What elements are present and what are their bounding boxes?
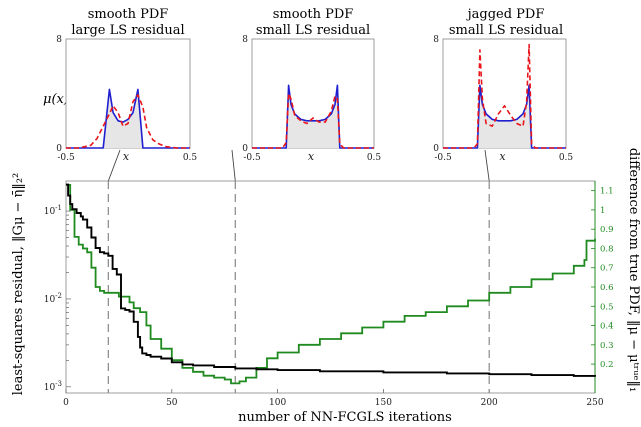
inset-ytick-label: 0 [433, 144, 439, 154]
main-ylabel-right: difference from true PDF, ‖μ − μᵗʳᵘᵉ‖₁ [626, 148, 641, 392]
inset-ytick-label: 8 [433, 35, 439, 45]
inset-xtick-label: -0.5 [434, 153, 452, 163]
inset-ytick-label: 8 [56, 35, 62, 45]
main-xlabel: number of NN-FCGLS iterations [238, 410, 452, 425]
inset-shaded-area [443, 85, 566, 148]
main-xtick-label: 50 [166, 398, 178, 408]
inset-1-title-line1: smooth PDF [88, 7, 169, 22]
main-ytick-right-label: 0.5 [600, 302, 614, 312]
main-xtick-label: 100 [269, 398, 286, 408]
main-plot: 0 50 100 150 200 250 10-3 10-2 10-1 0.2 0.3 0.4 0.5 0… [44, 180, 614, 408]
inset-true-pdf-line [66, 88, 190, 149]
main-ytick-right-label: 0.3 [600, 341, 614, 351]
main-xtick-label: 0 [63, 398, 69, 408]
inset-xtick-label: -0.5 [243, 153, 261, 163]
inset-ytick-label: 0 [242, 144, 248, 154]
inset-shaded-area [252, 85, 374, 148]
inset-shaded-area [66, 89, 190, 148]
inset-2: -0.5 0.5 0 8 x [242, 35, 381, 163]
main-xtick-label: 200 [481, 398, 498, 408]
main-ytick-right-label: 1 [600, 206, 605, 216]
main-ytick-right-label: 0.6 [600, 283, 614, 293]
inset-panels: -0.5 0.5 0 8 x -0.5 0.5 0 8 x -0.5 0.5 0 8 x [56, 35, 573, 163]
main-ytick-right-label: 0.4 [600, 322, 614, 332]
main-ytick-right-label: 1.1 [600, 187, 614, 197]
inset-ytick-label: 0 [56, 144, 62, 154]
connector-line [231, 149, 236, 182]
inset-xtick-label: 0.5 [367, 153, 382, 163]
inset-xtick-label: 0.5 [559, 153, 574, 163]
main-ytick-right-label: 0.9 [600, 225, 614, 235]
main-ytick-right-label: 0.7 [600, 264, 614, 274]
inset-xtick-label: -0.5 [57, 153, 75, 163]
connector-line [107, 149, 121, 182]
inset-3-title-line2: small LS residual [449, 23, 563, 38]
inset-xlabel: x [308, 150, 315, 163]
inset-xlabel: x [499, 150, 506, 163]
inset-xlabel: x [123, 150, 130, 163]
connector-line [484, 149, 490, 182]
main-frame [65, 180, 596, 394]
main-ytick-right-label: 0.8 [600, 244, 614, 254]
inset-3: -0.5 0.5 0 8 x [433, 35, 573, 163]
main-ytick-right-label: 0.2 [600, 360, 614, 370]
inset-1-ylabel: μ(x) [43, 92, 69, 107]
inset-estimate-line [443, 43, 566, 149]
pdf-difference-series [66, 184, 596, 385]
main-xtick-label: 250 [586, 398, 603, 408]
main-ytick-left-label: 10-3 [44, 380, 62, 393]
inset-ytick-label: 8 [242, 35, 248, 45]
main-xtick-label: 150 [375, 398, 392, 408]
inset-2-title-line1: smooth PDF [273, 7, 354, 22]
inset-estimate-line [66, 94, 190, 149]
inset-1-title-line2: large LS residual [71, 23, 184, 38]
inset-xtick-label: 0.5 [183, 153, 198, 163]
inset-3-title-line1: jagged PDF [466, 7, 545, 22]
main-ytick-left-label: 10-1 [44, 204, 62, 217]
ls-residual-series [66, 183, 596, 377]
connector-lines [107, 149, 490, 182]
main-ytick-left-label: 10-2 [44, 292, 62, 305]
inset-2-title-line2: small LS residual [256, 23, 370, 38]
inset-estimate-line [252, 92, 374, 149]
inset-1: -0.5 0.5 0 8 x [56, 35, 197, 163]
main-ylabel-left: least-squares residual, ‖Gμ − η̄‖₂² [11, 173, 26, 396]
